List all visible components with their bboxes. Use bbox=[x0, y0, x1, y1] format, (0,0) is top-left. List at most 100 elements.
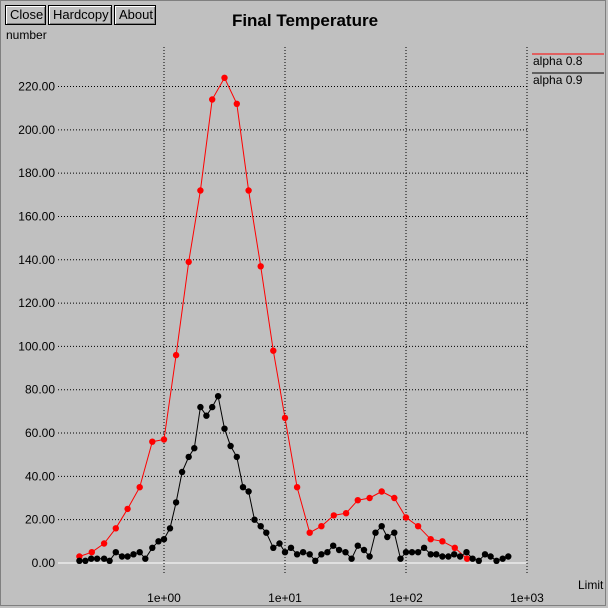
data-point bbox=[214, 393, 222, 400]
data-point bbox=[366, 553, 373, 560]
data-point bbox=[155, 538, 162, 545]
data-point bbox=[433, 551, 440, 558]
data-point bbox=[445, 553, 452, 560]
legend-label: alpha 0.8 bbox=[533, 54, 583, 68]
data-point bbox=[287, 544, 295, 551]
y-tick-label: 160.00 bbox=[18, 209, 55, 223]
data-point bbox=[185, 258, 192, 266]
data-point bbox=[499, 555, 506, 562]
close-button[interactable]: Close bbox=[5, 5, 46, 25]
data-point bbox=[397, 555, 404, 562]
data-point bbox=[136, 549, 143, 556]
data-point bbox=[233, 100, 240, 108]
y-tick-label: 60.00 bbox=[25, 426, 55, 440]
data-point bbox=[439, 538, 446, 545]
data-point bbox=[93, 555, 101, 562]
data-point bbox=[493, 557, 500, 564]
data-point bbox=[451, 551, 458, 558]
data-point bbox=[456, 553, 464, 560]
y-tick-label: 80.00 bbox=[25, 383, 55, 397]
x-axis-label: Limit bbox=[578, 578, 604, 592]
data-point bbox=[88, 549, 96, 556]
data-point bbox=[318, 551, 325, 558]
data-point bbox=[88, 555, 95, 562]
data-point bbox=[203, 412, 210, 419]
data-point bbox=[372, 529, 379, 536]
data-point bbox=[427, 536, 434, 543]
series bbox=[76, 74, 512, 564]
x-tick-label: 1e+03 bbox=[510, 591, 544, 605]
series-line-2 bbox=[79, 394, 509, 562]
y-tick-label: 220.00 bbox=[18, 80, 55, 94]
data-point bbox=[270, 544, 277, 551]
data-point bbox=[197, 403, 204, 411]
data-point bbox=[221, 74, 228, 82]
data-point bbox=[402, 514, 410, 521]
y-tick-label: 100.00 bbox=[18, 339, 55, 353]
data-point bbox=[149, 544, 156, 551]
data-point bbox=[263, 529, 270, 536]
data-point bbox=[439, 553, 446, 560]
data-point bbox=[197, 187, 204, 194]
data-point bbox=[257, 263, 264, 270]
data-point bbox=[306, 551, 313, 558]
data-point bbox=[378, 488, 385, 495]
data-point bbox=[172, 351, 180, 359]
data-point bbox=[172, 499, 180, 506]
data-point bbox=[451, 544, 458, 551]
data-point bbox=[233, 453, 240, 461]
data-point bbox=[469, 555, 476, 562]
y-axis-label: number bbox=[6, 28, 47, 42]
grid bbox=[58, 47, 528, 575]
y-tick-label: 200.00 bbox=[18, 123, 55, 137]
data-point bbox=[239, 484, 247, 491]
data-point bbox=[312, 557, 319, 564]
axes: 0.00 20.00 40.00 60.00 80.00 100.00 120.00 140.… bbox=[18, 80, 544, 606]
data-point bbox=[149, 438, 156, 445]
data-point bbox=[354, 542, 361, 549]
data-point bbox=[209, 96, 216, 103]
data-point bbox=[427, 551, 434, 558]
chart-title: Final Temperature bbox=[231, 11, 379, 30]
data-point bbox=[160, 436, 168, 443]
data-point bbox=[414, 549, 422, 556]
data-point bbox=[414, 523, 422, 530]
data-point bbox=[481, 551, 489, 558]
data-point bbox=[299, 549, 307, 556]
data-point bbox=[178, 468, 186, 476]
data-point bbox=[191, 445, 198, 452]
data-point bbox=[335, 546, 343, 554]
data-point bbox=[420, 544, 428, 551]
data-point bbox=[251, 516, 258, 523]
data-point bbox=[276, 540, 283, 547]
data-point bbox=[402, 549, 410, 556]
data-point bbox=[366, 494, 373, 502]
data-point bbox=[82, 557, 89, 564]
data-point bbox=[360, 546, 368, 554]
x-tick-label: 1e+02 bbox=[389, 591, 423, 605]
data-point bbox=[324, 549, 331, 556]
data-point bbox=[185, 453, 192, 461]
data-point bbox=[257, 523, 264, 530]
data-point bbox=[245, 187, 252, 194]
data-point bbox=[348, 555, 355, 562]
data-point bbox=[408, 549, 416, 556]
data-point bbox=[166, 525, 174, 532]
data-point bbox=[106, 557, 113, 564]
data-point bbox=[318, 523, 325, 530]
data-point bbox=[209, 403, 216, 411]
y-tick-label: 140.00 bbox=[18, 253, 55, 267]
y-tick-label: 180.00 bbox=[18, 166, 55, 180]
data-point bbox=[330, 512, 337, 519]
legend: alpha 0.8 alpha 0.9 bbox=[532, 53, 604, 87]
data-point bbox=[227, 442, 234, 450]
data-point bbox=[354, 497, 361, 504]
y-tick-label: 40.00 bbox=[25, 469, 55, 483]
data-point bbox=[330, 542, 337, 549]
hardcopy-button[interactable]: Hardcopy bbox=[48, 5, 112, 25]
data-point bbox=[160, 536, 168, 543]
data-point bbox=[281, 414, 289, 422]
about-button[interactable]: About bbox=[114, 5, 156, 25]
